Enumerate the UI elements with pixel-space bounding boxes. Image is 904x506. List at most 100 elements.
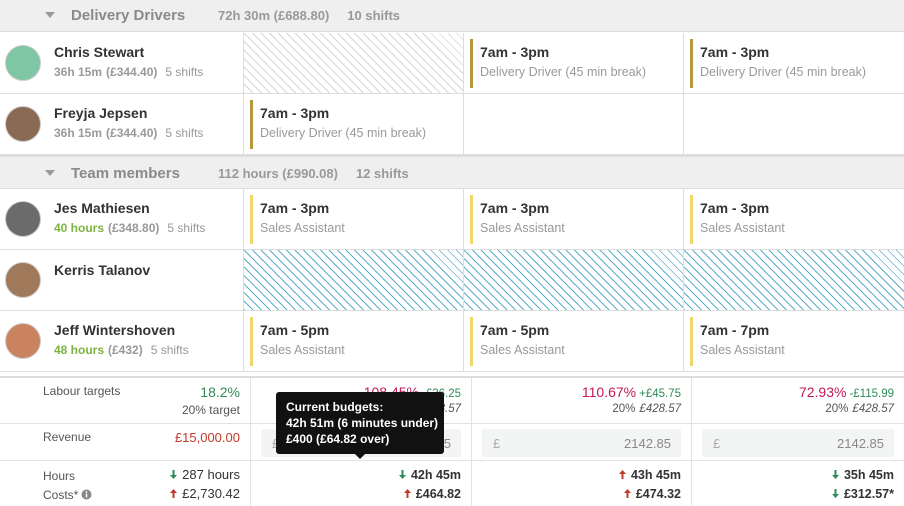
staff-row: Kerris Talanov (0, 250, 904, 311)
day-cell[interactable]: 7am - 3pm Sales Assistant (683, 189, 904, 249)
tooltip-pointer (354, 453, 366, 459)
shift-time: 7am - 5pm (480, 322, 550, 338)
hours-total: 287 hours (169, 467, 240, 482)
avatar (5, 262, 41, 298)
revenue-value: 2142.85 (837, 436, 884, 451)
shift-role: Sales Assistant (260, 343, 345, 357)
hours-day: 35h 45m (831, 468, 894, 482)
staff-row: Chris Stewart 36h 15m (£344.40) 5 shifts 7am… (0, 33, 904, 94)
shift[interactable]: 7am - 3pm Sales Assistant (470, 195, 670, 244)
info-icon[interactable] (81, 489, 92, 500)
shift-role: Delivery Driver (45 min break) (700, 65, 867, 79)
revenue-total: £15,000.00 (174, 430, 240, 445)
col-divider (691, 378, 692, 506)
staff-name[interactable]: Freyja Jepsen (54, 105, 148, 121)
revenue-input[interactable]: £2142.85 (482, 429, 681, 457)
tooltip-title: Current budgets: (286, 400, 384, 414)
labour-diff: +£45.75 (639, 388, 681, 400)
staff-row: Jes Mathiesen 40 hours (£348.80) 5 shifts 7a… (0, 189, 904, 250)
day-cell[interactable] (463, 250, 683, 310)
shift-role: Sales Assistant (480, 221, 565, 235)
shift-role: Sales Assistant (260, 221, 345, 235)
row-label: Revenue (43, 430, 92, 444)
staff-hours: 48 hours (54, 343, 105, 357)
hours-day: 42h 45m (398, 468, 461, 482)
shift-role: Delivery Driver (45 min break) (260, 126, 427, 140)
shift-time: 7am - 3pm (480, 44, 550, 60)
staff-row: Freyja Jepsen 36h 15m (£344.40) 5 shifts 7am… (0, 94, 904, 155)
tooltip-line: 42h 51m (6 minutes under) (286, 416, 439, 430)
shift[interactable]: 7am - 5pm Sales Assistant (250, 317, 450, 366)
staff-shifts: 5 shifts (167, 221, 206, 235)
labour-target: 20% target (181, 403, 240, 417)
labour-day: 110.67% +£45.75 (582, 384, 681, 400)
avatar (5, 201, 41, 237)
shift[interactable]: 7am - 3pm Delivery Driver (45 min break) (470, 39, 670, 88)
group-shifts: 12 shifts (355, 166, 409, 181)
shift-time: 7am - 3pm (260, 105, 330, 121)
staff-shifts: 5 shifts (165, 65, 204, 79)
costs-day-value: £474.32 (635, 487, 681, 501)
staff-hours: 40 hours (54, 221, 105, 235)
group-name[interactable]: Delivery Drivers (71, 6, 186, 24)
shift[interactable]: 7am - 3pm Sales Assistant (250, 195, 450, 244)
day-cell[interactable]: 7am - 5pm Sales Assistant (243, 311, 463, 371)
revenue-value: 2142.85 (624, 436, 671, 451)
shift[interactable]: 7am - 3pm Delivery Driver (45 min break) (250, 100, 450, 149)
row-divider (0, 460, 904, 461)
day-cell[interactable]: 7am - 7pm Sales Assistant (683, 311, 904, 371)
staff-row: Jeff Wintershoven 48 hours (£432) 5 shifts 7… (0, 311, 904, 372)
hours-day: 43h 45m (618, 468, 681, 482)
costs-total-value: £2,730.42 (182, 486, 240, 501)
staff-name[interactable]: Kerris Talanov (54, 262, 151, 278)
group-summary: 72h 30m (£688.80) 10 shifts (218, 8, 400, 23)
staff-cost: (£344.40) (106, 65, 158, 79)
group-hours: 72h 30m (£688.80) (218, 7, 330, 23)
day-cell[interactable]: 7am - 3pm Sales Assistant (463, 189, 683, 249)
shift[interactable]: 7am - 3pm Delivery Driver (45 min break) (690, 39, 890, 88)
avatar (5, 106, 41, 142)
day-cell[interactable]: 7am - 3pm Delivery Driver (45 min break) (463, 33, 683, 93)
trend-arrow (403, 489, 411, 498)
avatar (5, 323, 41, 359)
day-cell[interactable] (243, 250, 463, 310)
row-label: Labour targets (43, 384, 121, 398)
staff-name[interactable]: Chris Stewart (54, 44, 145, 60)
group-name[interactable]: Team members (71, 165, 180, 182)
staff-name[interactable]: Jes Mathiesen (54, 200, 150, 216)
shift-role: Sales Assistant (480, 343, 565, 357)
labour-pct: 110.67% (581, 384, 637, 400)
currency: £ (272, 436, 279, 451)
day-cell[interactable] (463, 94, 683, 154)
shift-role: Delivery Driver (45 min break) (480, 65, 647, 79)
tooltip-line: £400 (£64.82 over) (286, 432, 390, 446)
staff-cost: (£432) (108, 343, 143, 357)
group-header: Team members 112 hours (£990.08) 12 shifts (0, 155, 904, 189)
shift-time: 7am - 3pm (700, 200, 770, 216)
day-cell[interactable]: 7am - 3pm Sales Assistant (243, 189, 463, 249)
day-cell[interactable]: 7am - 3pm Delivery Driver (45 min break) (683, 33, 904, 93)
hours-day-value: 43h 45m (630, 468, 681, 482)
shift-time: 7am - 5pm (260, 322, 330, 338)
costs-day: £312.57* (831, 487, 894, 501)
shift[interactable]: 7am - 5pm Sales Assistant (470, 317, 670, 366)
staff-cost: (£344.40) (106, 126, 158, 140)
shift[interactable]: 7am - 3pm Sales Assistant (690, 195, 890, 244)
trend-arrow (398, 470, 406, 479)
shift[interactable]: 7am - 7pm Sales Assistant (690, 317, 890, 366)
day-cell[interactable] (683, 250, 904, 310)
day-cell[interactable]: 7am - 3pm Delivery Driver (45 min break) (243, 94, 463, 154)
target-pct: 20% (612, 403, 636, 415)
staff-summary: 36h 15m (£344.40) 5 shifts (54, 126, 203, 140)
trend-arrow (618, 470, 626, 479)
staff-name[interactable]: Jeff Wintershoven (54, 322, 176, 338)
costs-day-value: £464.82 (415, 487, 461, 501)
staff-summary: 40 hours (£348.80) 5 shifts (54, 221, 205, 235)
collapse-icon[interactable] (45, 11, 55, 18)
row-label: Hours (43, 469, 76, 483)
revenue-input[interactable]: £2142.85 (702, 429, 894, 457)
day-cell[interactable]: 7am - 5pm Sales Assistant (463, 311, 683, 371)
day-cell[interactable] (683, 94, 904, 154)
day-cell[interactable] (243, 33, 463, 93)
collapse-icon[interactable] (45, 170, 55, 176)
